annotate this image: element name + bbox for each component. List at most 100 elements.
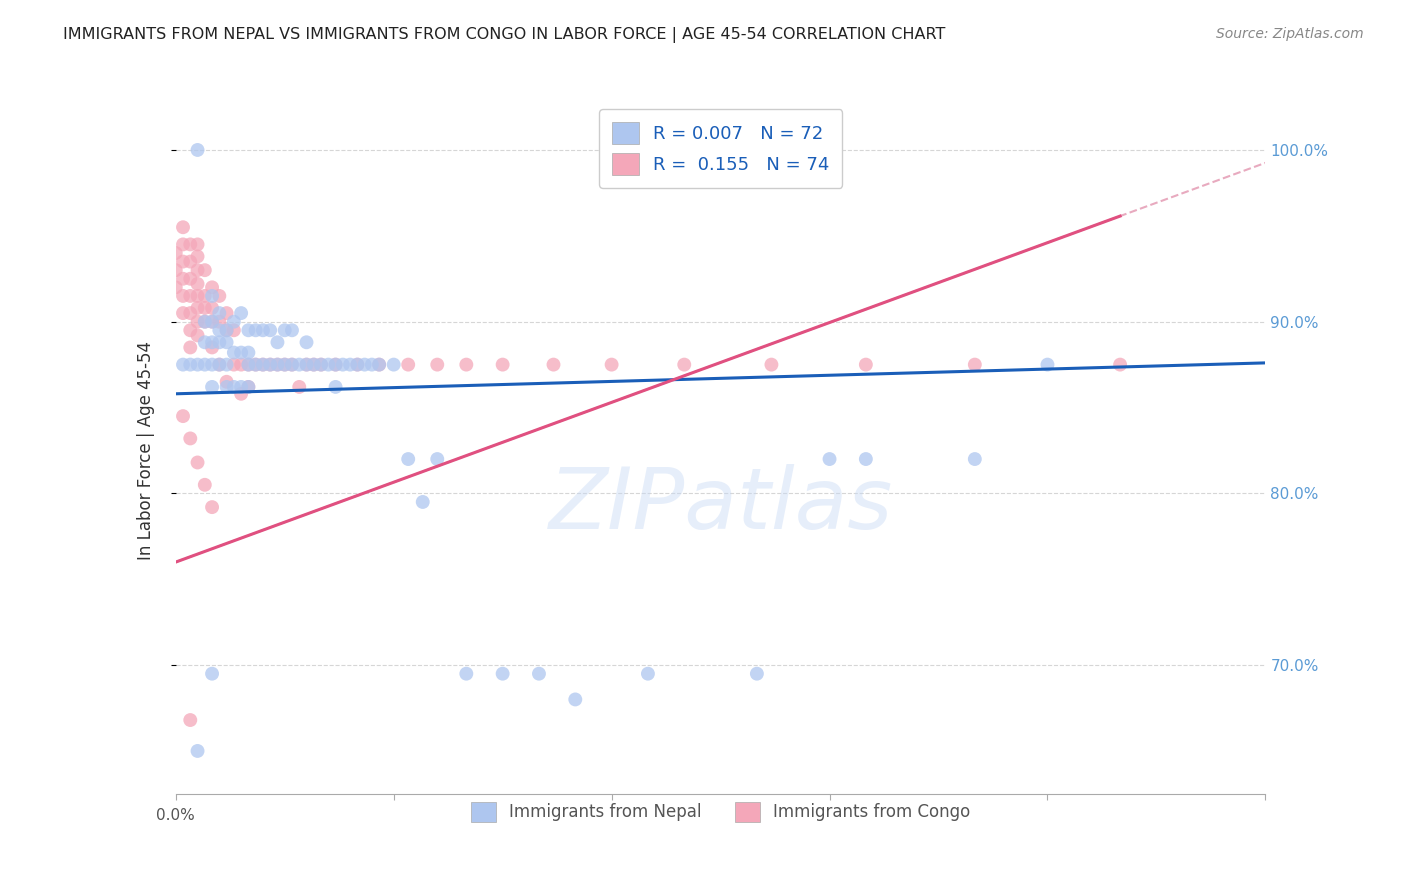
Point: [208, 315, 231, 329]
Y-axis label: In Labor Force | Age 45-54: In Labor Force | Age 45-54: [136, 341, 155, 560]
Point: [186, 263, 209, 277]
Point: [353, 358, 375, 372]
Point: [346, 358, 368, 372]
Point: [266, 358, 288, 372]
Point: [222, 323, 245, 337]
Point: [186, 301, 209, 315]
Point: [186, 143, 209, 157]
Text: Source: ZipAtlas.com: Source: ZipAtlas.com: [1216, 27, 1364, 41]
Point: [412, 495, 434, 509]
Point: [194, 335, 217, 350]
Point: [456, 358, 478, 372]
Point: [855, 452, 877, 467]
Point: [339, 358, 361, 372]
Point: [245, 323, 267, 337]
Point: [456, 666, 478, 681]
Point: [179, 306, 201, 320]
Point: [186, 744, 209, 758]
Point: [325, 358, 347, 372]
Point: [208, 335, 231, 350]
Point: [194, 358, 217, 372]
Point: [201, 340, 224, 354]
Point: [186, 328, 209, 343]
Point: [238, 345, 260, 359]
Point: [543, 358, 565, 372]
Point: [179, 340, 201, 354]
Point: [309, 358, 332, 372]
Point: [172, 220, 194, 235]
Point: [172, 358, 194, 372]
Point: [215, 306, 238, 320]
Point: [281, 323, 304, 337]
Point: [194, 315, 217, 329]
Point: [245, 358, 267, 372]
Point: [963, 358, 986, 372]
Point: [222, 358, 245, 372]
Point: [360, 358, 382, 372]
Point: [1036, 358, 1059, 372]
Point: [231, 306, 253, 320]
Point: [201, 500, 224, 515]
Point: [186, 358, 209, 372]
Point: [492, 358, 515, 372]
Point: [179, 358, 201, 372]
Point: [201, 315, 224, 329]
Point: [194, 263, 217, 277]
Point: [274, 358, 297, 372]
Point: [302, 358, 325, 372]
Point: [274, 323, 297, 337]
Point: [215, 323, 238, 337]
Text: ZIPatlas: ZIPatlas: [548, 464, 893, 547]
Point: [318, 358, 340, 372]
Point: [259, 358, 281, 372]
Point: [564, 692, 586, 706]
Point: [1109, 358, 1132, 372]
Point: [396, 358, 419, 372]
Point: [396, 452, 419, 467]
Point: [346, 358, 368, 372]
Point: [172, 289, 194, 303]
Point: [165, 280, 187, 294]
Point: [281, 358, 304, 372]
Point: [172, 271, 194, 285]
Point: [295, 335, 318, 350]
Point: [325, 358, 347, 372]
Point: [231, 386, 253, 401]
Point: [186, 237, 209, 252]
Point: [179, 237, 201, 252]
Legend: Immigrants from Nepal, Immigrants from Congo: Immigrants from Nepal, Immigrants from C…: [463, 793, 979, 830]
Point: [215, 380, 238, 394]
Point: [231, 345, 253, 359]
Point: [215, 323, 238, 337]
Point: [238, 380, 260, 394]
Point: [492, 666, 515, 681]
Point: [855, 358, 877, 372]
Point: [238, 358, 260, 372]
Point: [201, 666, 224, 681]
Point: [165, 263, 187, 277]
Point: [222, 380, 245, 394]
Point: [186, 289, 209, 303]
Point: [238, 358, 260, 372]
Point: [288, 358, 311, 372]
Point: [208, 323, 231, 337]
Point: [201, 358, 224, 372]
Point: [215, 335, 238, 350]
Point: [637, 666, 659, 681]
Point: [673, 358, 696, 372]
Point: [252, 323, 274, 337]
Point: [288, 380, 311, 394]
Point: [201, 335, 224, 350]
Point: [600, 358, 623, 372]
Point: [266, 335, 288, 350]
Point: [818, 452, 841, 467]
Point: [295, 358, 318, 372]
Point: [186, 455, 209, 469]
Point: [201, 380, 224, 394]
Point: [245, 358, 267, 372]
Point: [179, 254, 201, 268]
Point: [179, 271, 201, 285]
Point: [266, 358, 288, 372]
Point: [302, 358, 325, 372]
Point: [274, 358, 297, 372]
